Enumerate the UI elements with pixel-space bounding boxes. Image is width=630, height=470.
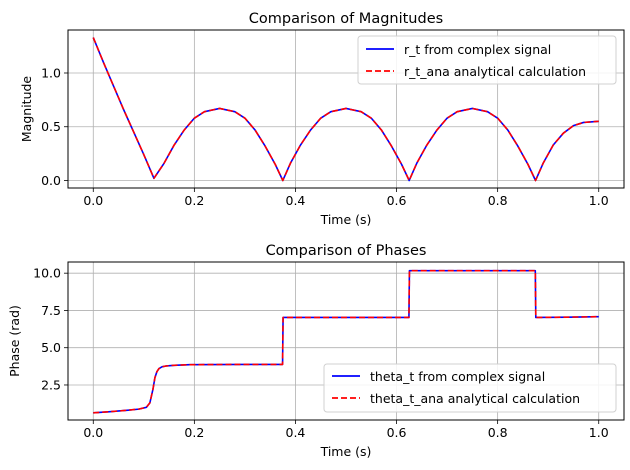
magnitude-x-tick-label: 1.0 bbox=[589, 193, 609, 208]
phase-series-line-2 bbox=[93, 269, 599, 414]
phase-y-axis-label: Phase (rad) bbox=[7, 305, 22, 377]
phase-legend-label-1: theta_t from complex signal bbox=[370, 369, 545, 384]
magnitude-legend-label-2: r_t_ana analytical calculation bbox=[404, 64, 586, 79]
magnitude-chart-title: Comparison of Magnitudes bbox=[249, 11, 443, 27]
magnitude-legend: r_t from complex signal r_t_ana analytic… bbox=[357, 35, 617, 85]
magnitude-y-tick-label: 1.0 bbox=[41, 65, 61, 80]
magnitude-y-tick-label: 0.0 bbox=[41, 173, 61, 188]
magnitude-legend-box bbox=[357, 35, 617, 85]
magnitude-series-line-2 bbox=[92, 37, 599, 182]
magnitude-ticks: 0.0 0.2 0.4 0.6 0.8 1.0 0.0 0.5 1.0 bbox=[41, 65, 609, 208]
phase-legend-label-2: theta_t_ana analytical calculation bbox=[370, 391, 580, 406]
phase-y-tick-label: 5.0 bbox=[41, 340, 61, 355]
magnitude-x-tick-label: 0.4 bbox=[286, 193, 306, 208]
phase-x-axis-label: Time (s) bbox=[320, 444, 372, 459]
phase-legend-box bbox=[323, 363, 617, 413]
magnitude-y-tick-label: 0.5 bbox=[41, 119, 61, 134]
phase-y-tick-label: 10.0 bbox=[33, 266, 61, 281]
magnitude-plot-frame bbox=[67, 29, 625, 189]
phase-x-tick-label: 1.0 bbox=[589, 425, 609, 440]
phase-chart: Comparison of Phases 0.0 0.2 0.4 0.6 0.8 1.0 2… bbox=[7, 243, 625, 459]
phase-chart-title: Comparison of Phases bbox=[266, 243, 427, 259]
phase-plot-frame bbox=[67, 261, 625, 421]
magnitude-x-tick-label: 0.6 bbox=[387, 193, 407, 208]
magnitude-x-tick-label: 0.2 bbox=[184, 193, 204, 208]
magnitude-lines bbox=[92, 37, 599, 182]
phase-x-tick-label: 0.2 bbox=[184, 425, 204, 440]
magnitude-x-tick-label: 0.0 bbox=[83, 193, 103, 208]
phase-x-tick-label: 0.6 bbox=[387, 425, 407, 440]
phase-x-tick-label: 0.8 bbox=[488, 425, 508, 440]
phase-x-tick-label: 0.0 bbox=[83, 425, 103, 440]
phase-y-tick-label: 7.5 bbox=[41, 303, 61, 318]
phase-x-tick-label: 0.4 bbox=[286, 425, 306, 440]
magnitude-y-axis-label: Magnitude bbox=[19, 76, 34, 143]
magnitude-x-tick-label: 0.8 bbox=[488, 193, 508, 208]
phase-y-tick-label: 2.5 bbox=[41, 377, 61, 392]
magnitude-x-axis-label: Time (s) bbox=[320, 212, 372, 227]
phase-lines bbox=[93, 269, 599, 414]
magnitude-legend-label-1: r_t from complex signal bbox=[404, 42, 551, 57]
magnitude-chart: Comparison of Magnitudes 0.0 0.2 0.4 0.6 0.8… bbox=[19, 11, 625, 227]
phase-legend: theta_t from complex signal theta_t_ana … bbox=[323, 363, 617, 413]
phase-ticks: 0.0 0.2 0.4 0.6 0.8 1.0 2.5 5.0 7.5 10.0 bbox=[33, 266, 609, 440]
